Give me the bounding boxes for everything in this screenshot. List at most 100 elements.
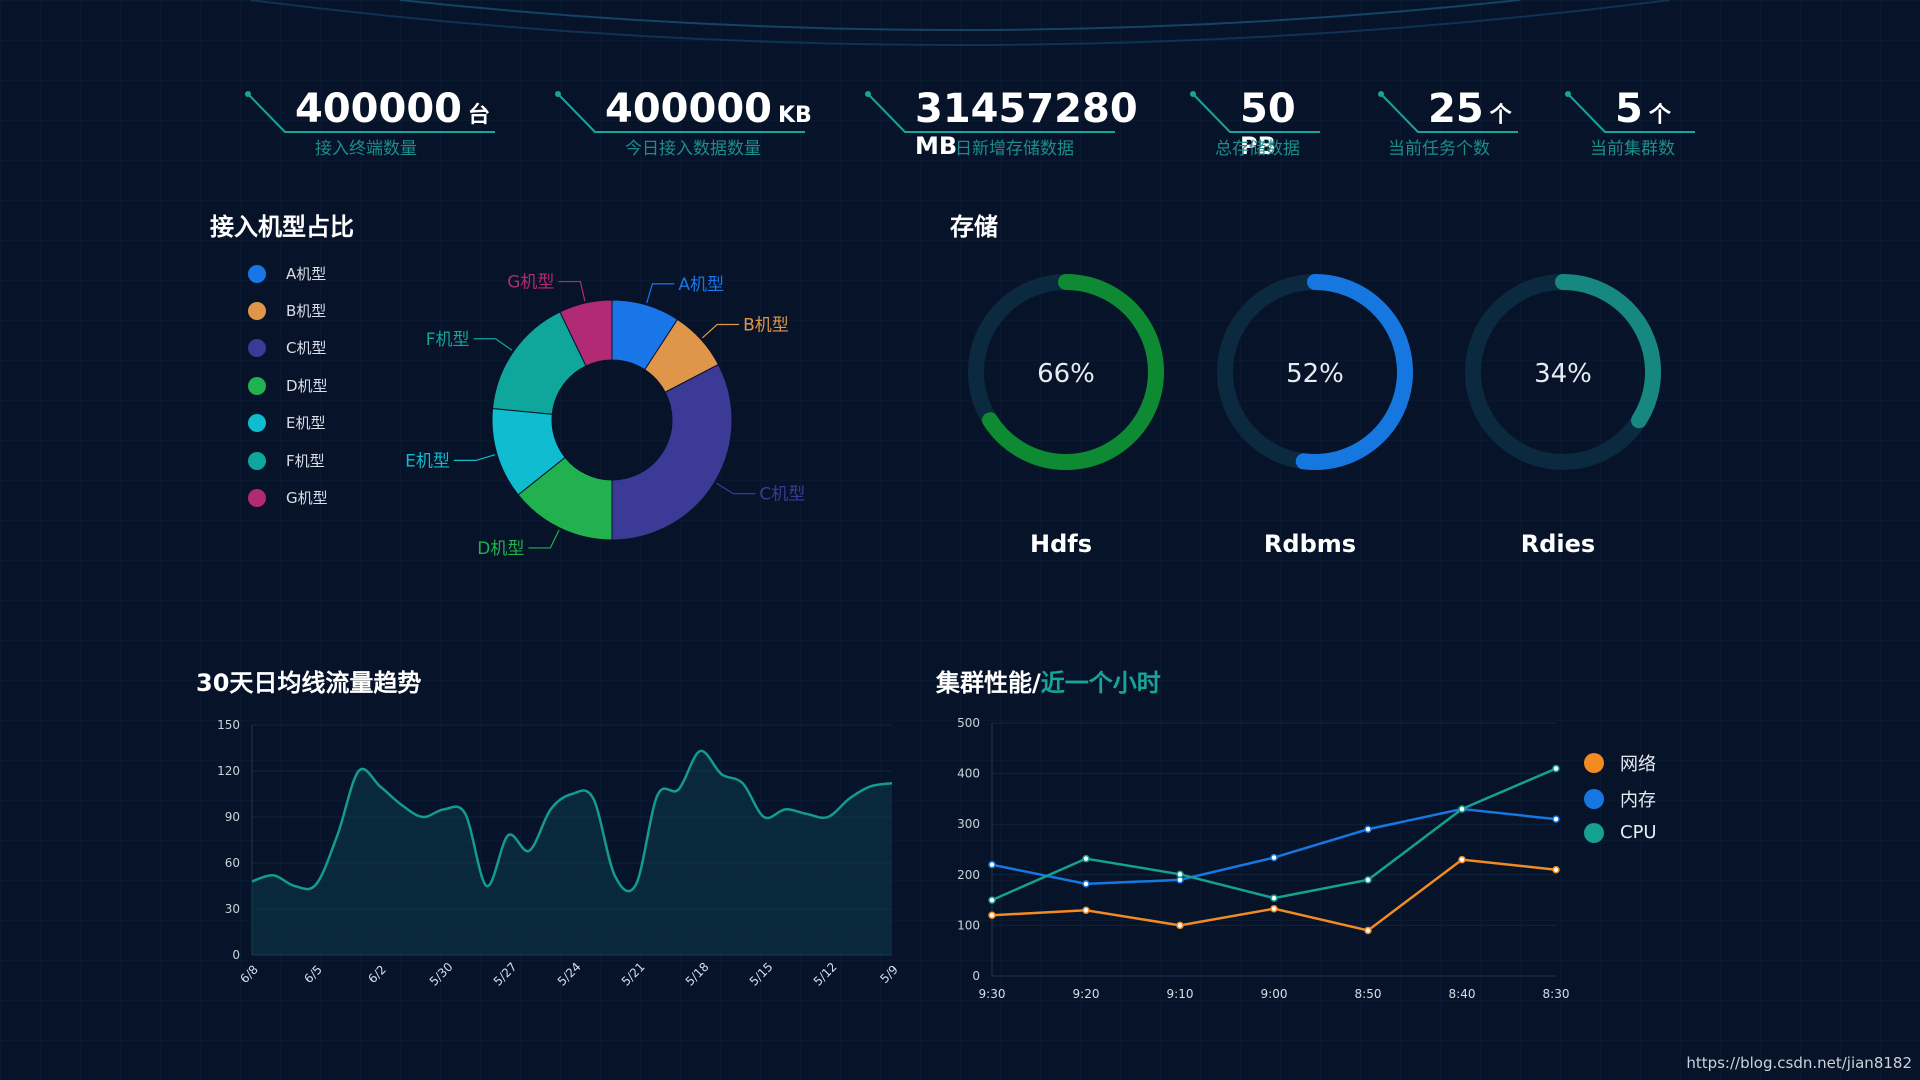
stat-line-icon: [555, 91, 805, 133]
legend-dot: [248, 376, 266, 395]
series-point: [988, 860, 996, 869]
cluster-section-title: 集群性能/近一个小时: [936, 663, 1161, 698]
trend-line: [251, 749, 893, 893]
legend-item-network[interactable]: 网络: [1584, 750, 1656, 776]
donut-label: A机型: [678, 275, 724, 295]
donut-label-line: [716, 482, 756, 495]
legend-item-d[interactable]: D机型: [248, 375, 328, 396]
y-tick-label: 100: [957, 918, 980, 932]
donut-label: B机型: [743, 316, 789, 336]
legend-label: E机型: [286, 414, 326, 432]
y-tick-label: 0: [972, 969, 980, 983]
legend-dot: [1584, 822, 1604, 843]
stat-value: 400000 台: [295, 86, 491, 132]
stat-unit: MB: [915, 132, 958, 160]
y-tick-label: 400: [957, 767, 980, 781]
legend-label: C机型: [286, 339, 327, 357]
series-line: [991, 767, 1557, 902]
donut-label: D机型: [477, 539, 524, 559]
donut-label: G机型: [507, 273, 554, 293]
x-tick-label: 5/27: [491, 960, 520, 989]
x-tick-label: 8:40: [1449, 987, 1476, 1001]
legend-item-memory[interactable]: 内存: [1584, 786, 1656, 812]
stat-value: 400000 KB: [605, 86, 812, 132]
gauge-value-label: 34%: [1534, 359, 1592, 389]
donut-label: E机型: [405, 451, 450, 471]
stat-label: 日新增存储数据: [955, 139, 1074, 159]
x-tick-label: 6/2: [365, 962, 389, 986]
legend-item-c[interactable]: C机型: [248, 337, 326, 358]
models-donut-chart: A机型 B机型 C机型 D机型 E机型 F机型 G机型: [405, 273, 805, 559]
models-section-title: 接入机型占比: [210, 213, 354, 241]
legend-item-cpu[interactable]: CPU: [1584, 822, 1657, 843]
stat-unit: 个: [1489, 103, 1512, 128]
series-line: [991, 807, 1557, 886]
x-tick-label: 9:10: [1167, 987, 1194, 1001]
legend-label: CPU: [1620, 822, 1657, 843]
series-point: [1270, 894, 1278, 902]
stat-tasks: 25 个 当前任务个数: [1378, 82, 1528, 172]
gauge-value-label: 66%: [1037, 359, 1095, 389]
stat-label: 接入终端数量: [315, 139, 417, 159]
stat-line-icon: [1190, 91, 1320, 133]
series-point: [1364, 876, 1372, 884]
donut-label: C机型: [759, 485, 805, 505]
legend-item-e[interactable]: E机型: [248, 412, 325, 433]
legend-item-a[interactable]: A机型: [248, 263, 326, 284]
gauge-name-rdies: Rdies: [1520, 530, 1596, 558]
series-point: [1458, 805, 1466, 813]
legend-label: A机型: [286, 265, 327, 283]
stat-label: 总存储数据: [1215, 139, 1300, 159]
trend-section-title: 30天日均线流量趋势: [196, 669, 422, 697]
donut-label-line: [528, 529, 560, 549]
series-point: [1458, 855, 1466, 864]
gauge-value-label: 52%: [1286, 359, 1344, 389]
legend-item-b[interactable]: B机型: [248, 300, 326, 321]
x-tick-label: 9:00: [1261, 987, 1288, 1001]
legend-item-g[interactable]: G机型: [248, 487, 328, 508]
y-tick-label: 120: [217, 764, 240, 778]
legend-dot: [248, 301, 266, 320]
legend-item-f[interactable]: F机型: [248, 450, 325, 471]
gauge-arc: [1295, 274, 1413, 470]
x-tick-label: 5/21: [619, 960, 648, 989]
donut-label-line: [558, 280, 586, 302]
gauge-name-hdfs: Hdfs: [1030, 530, 1092, 558]
y-tick-label: 500: [957, 716, 980, 730]
gauge-name-rdbms: Rdbms: [1263, 530, 1357, 558]
stat-line-icon: [1378, 91, 1518, 133]
cluster-title-accent: 近一个小时: [1040, 669, 1161, 697]
x-tick-label: 5/12: [811, 960, 840, 989]
x-tick-label: 5/15: [747, 960, 776, 989]
legend-label: 内存: [1620, 790, 1656, 811]
y-tick-label: 0: [232, 948, 240, 962]
stat-value: 25 个: [1428, 86, 1512, 132]
donut-label-line: [646, 283, 675, 304]
legend-label: G机型: [286, 489, 328, 507]
legend-dot: [248, 338, 266, 357]
x-tick-label: 6/5: [301, 962, 325, 986]
series-point: [1552, 764, 1560, 773]
x-tick-label: 5/18: [683, 960, 712, 989]
stat-terminals: 400000 台 接入终端数量: [245, 82, 505, 172]
x-tick-label: 5/30: [427, 960, 456, 989]
stat-unit: PB: [1240, 132, 1276, 160]
y-tick-label: 150: [217, 718, 240, 732]
watermark: https://blog.csdn.net/jian8182: [1686, 1054, 1912, 1072]
cluster-title-main: 集群性能/: [936, 669, 1041, 697]
series-point: [1176, 870, 1184, 879]
donut-label: F机型: [426, 330, 470, 350]
stat-daily-storage: 31457280 MB 日新增存储数据: [865, 82, 1138, 172]
legend-label: F机型: [286, 452, 325, 470]
legend-dot: [248, 451, 266, 470]
legend-dot: [1584, 789, 1604, 809]
donut-label-line: [453, 454, 496, 462]
x-tick-label: 9:20: [1073, 987, 1100, 1001]
series-point: [1552, 865, 1560, 874]
x-tick-label: 8:50: [1355, 987, 1382, 1001]
cluster-line-chart: 0 100 200 300 400 500 9:30 9:20 9:10 9:00 8:50 8:40…: [957, 716, 1569, 1001]
legend-dot: [248, 264, 266, 283]
series-point: [1082, 906, 1090, 914]
